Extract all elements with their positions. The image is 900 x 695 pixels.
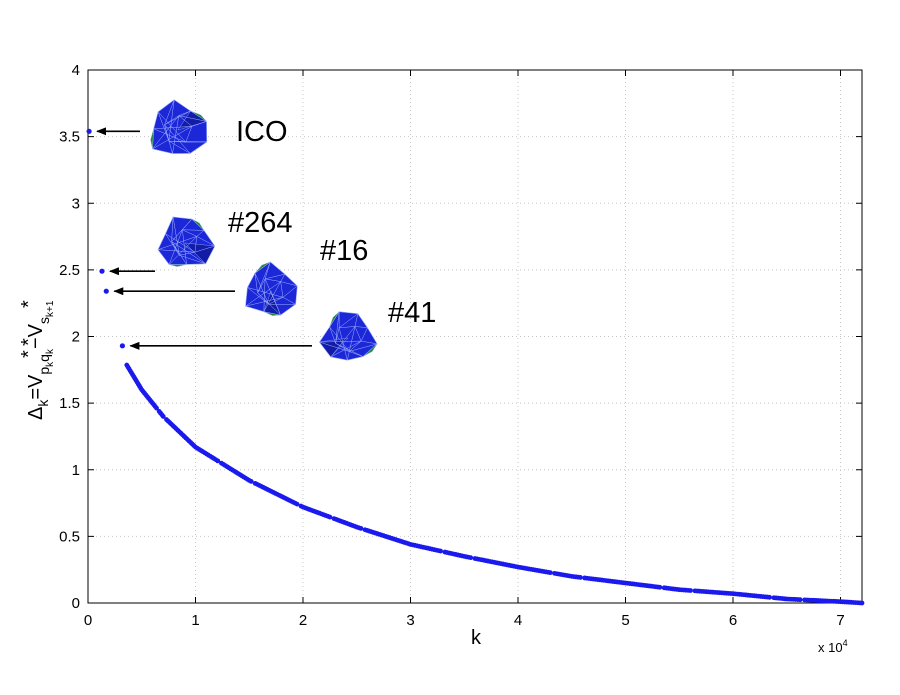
annotation-label: #16 (320, 235, 368, 267)
data-point (99, 268, 105, 274)
x-multiplier-exp: 4 (843, 638, 848, 648)
y-tick-label: 3 (72, 195, 80, 212)
y-tick-label: 3.5 (59, 129, 80, 146)
x-tick-label: 0 (84, 612, 92, 629)
data-point (547, 570, 553, 576)
svg-text:Δk=Vpkqk−Vsk+1: Δk=Vpkqk−Vsk+1 (25, 300, 56, 420)
data-point (154, 405, 159, 411)
data-points (86, 128, 865, 606)
y-tick-label: 0.5 (59, 528, 80, 545)
data-point (797, 597, 803, 603)
data-point (657, 584, 663, 590)
x-multiplier-text: x 10 (818, 640, 843, 655)
y-label-delta: Δ (25, 407, 47, 420)
data-point (103, 288, 109, 294)
annotation-label: ICO (236, 116, 288, 148)
x-multiplier: x 104 (818, 638, 848, 655)
annotation-label: #264 (228, 207, 293, 239)
data-point (160, 414, 166, 419)
data-point (438, 548, 443, 554)
x-tick-label: 7 (836, 612, 844, 629)
y-label-sub-p: p (36, 367, 52, 375)
polyhedron-icon (318, 311, 378, 361)
y-label-minus: −V (25, 323, 47, 349)
y-label-sub-k4: k+1 (45, 300, 56, 317)
y-axis-label: Δk=Vpkqk−Vsk+1 * * * (18, 300, 56, 420)
y-label-star-3: * (18, 300, 40, 308)
y-tick-label: 1.5 (59, 395, 80, 412)
data-point (767, 594, 772, 600)
polyhedron-icon (150, 99, 208, 154)
x-tick-label: 2 (299, 612, 307, 629)
x-tick-label: 6 (729, 612, 737, 629)
data-point (577, 575, 583, 580)
data-point (358, 525, 364, 531)
y-label-eq: =V (25, 374, 47, 400)
y-label-star-2: * (18, 338, 40, 346)
grid-lines (88, 70, 862, 603)
y-label-sub-k2: k (45, 361, 56, 367)
polyhedron-icon (245, 261, 298, 316)
data-point (86, 128, 92, 134)
data-point (859, 600, 865, 606)
data-point (294, 501, 300, 507)
data-point (119, 343, 125, 349)
x-axis-label: k (471, 627, 482, 649)
annotations: ICO #264 #16 #41 (96, 99, 436, 361)
annotation-label: #41 (388, 297, 436, 329)
data-point (327, 514, 333, 520)
axis-ticks: 0 1 2 3 4 5 6 7 0 0.5 1 1.5 2 2.5 3 3.5 4 (59, 62, 862, 629)
x-tick-label: 4 (514, 612, 522, 629)
data-point (248, 478, 254, 484)
y-label-sub-q: q (36, 354, 52, 362)
data-point (688, 588, 693, 593)
x-tick-label: 3 (406, 612, 414, 629)
y-label-sub-s: s (36, 317, 52, 324)
y-tick-label: 2 (72, 329, 80, 346)
y-tick-label: 2.5 (59, 262, 80, 279)
data-point (468, 555, 474, 561)
y-tick-label: 0 (72, 595, 80, 612)
y-label-sub-k3: k (45, 348, 56, 354)
x-tick-label: 5 (621, 612, 629, 629)
y-tick-label: 1 (72, 462, 80, 479)
polyhedron-icon (157, 216, 216, 267)
y-label-sub-k: k (35, 399, 51, 407)
data-point (215, 458, 221, 464)
y-tick-label: 4 (72, 62, 80, 79)
x-tick-label: 1 (191, 612, 199, 629)
y-label-star-1: * (18, 350, 40, 358)
